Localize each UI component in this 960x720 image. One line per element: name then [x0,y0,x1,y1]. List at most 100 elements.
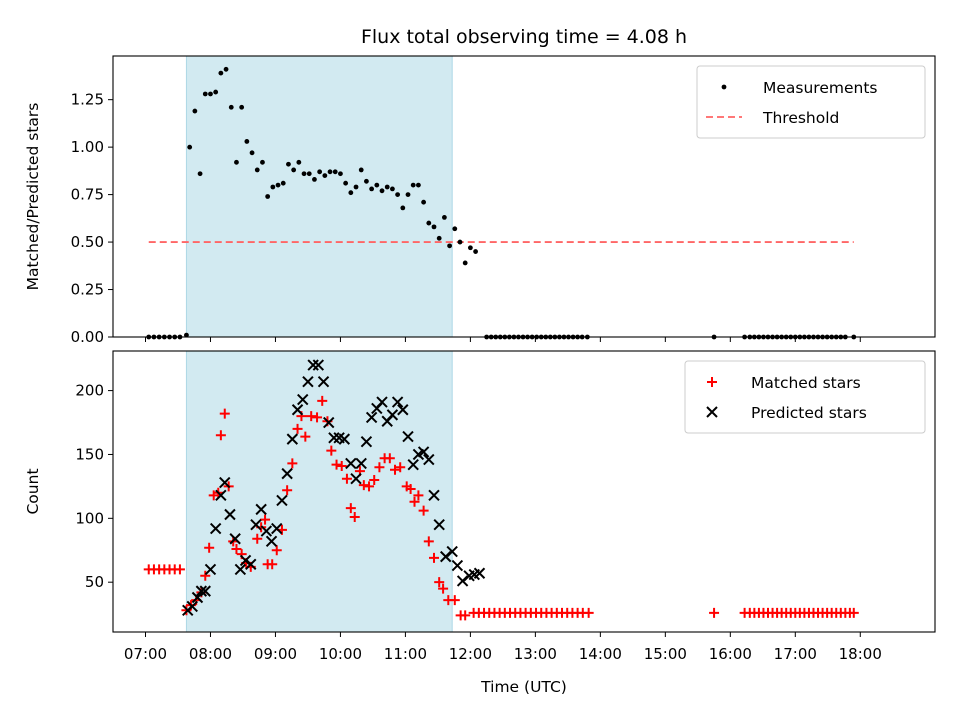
data-point [312,412,323,423]
legend-label: Predicted stars [751,404,867,422]
data-point [848,607,859,618]
data-point [326,445,337,456]
data-point [434,577,445,588]
data-point [433,519,445,531]
data-point [174,564,185,575]
data-point [332,169,338,175]
data-point [195,585,208,597]
data-point [218,70,224,76]
data-point [306,171,312,177]
data-point [297,393,309,406]
data-point [254,167,260,173]
data-point [345,503,356,514]
data-point [390,464,401,475]
data-point [204,563,217,576]
data-point [709,607,720,618]
data-point [327,169,333,175]
data-point [322,173,328,179]
data-point [376,396,388,408]
ratio-legend: Measurements Threshold [696,65,926,139]
data-point [271,522,283,535]
data-point [338,433,351,445]
data-point [292,423,303,434]
data-point [300,431,311,442]
data-point [223,66,229,72]
series-plus [143,395,859,621]
data-point [405,483,416,494]
data-point [467,245,473,251]
observing-window-band [185,55,453,338]
data-point [462,260,468,266]
data-point [187,144,193,150]
x-tick-label: 07:00 [124,645,167,663]
count-y-axis-label: Count [24,468,42,514]
data-point [336,460,347,471]
data-point [423,536,434,547]
data-point [291,167,297,173]
x-tick-label: 15:00 [644,645,687,663]
data-point [358,480,369,491]
data-point [364,178,369,184]
count-points [143,359,859,621]
y-tick-label: 50 [85,573,104,591]
data-point [402,430,414,443]
data-point [276,494,288,507]
y-tick-label: 200 [75,382,104,400]
data-point [384,453,395,464]
ratio-y-axis-label: Matched/Predicted stars [24,103,42,291]
ratio-y-ticks: 0.00 0.25 0.50 0.75 1.00 1.25 [71,91,113,346]
data-point [460,610,471,621]
data-point [473,567,486,579]
data-point [302,375,314,388]
x-tick-label: 13:00 [514,645,557,663]
data-point [431,224,437,230]
data-point [215,489,227,502]
data-point [417,446,430,458]
y-tick-label: 1.00 [71,138,104,156]
data-point [446,545,458,558]
data-point [421,199,427,205]
data-point [245,558,257,571]
count-axes-frame [112,350,936,633]
data-point [409,496,420,507]
legend-swatch [721,84,727,90]
data-point [391,396,404,408]
data-point [286,433,299,445]
data-point [275,182,281,188]
data-point [426,220,432,226]
data-point [400,205,406,211]
data-point [271,545,282,556]
y-tick-label: 0.50 [71,233,104,251]
legend-swatch [706,406,718,418]
y-tick-label: 0.00 [71,328,104,346]
x-tick-label: 12:00 [449,645,492,663]
data-point [343,180,349,186]
data-point [184,332,189,338]
data-point [364,481,375,492]
data-point [473,249,478,254]
data-point [252,533,263,544]
x-tick-label: 10:00 [319,645,362,663]
x-axis-label: Time (UTC) [480,678,567,696]
data-point [200,570,211,581]
data-point [296,159,302,165]
data-point [213,89,219,95]
data-point [438,583,449,594]
x-tick-label: 14:00 [579,645,622,663]
data-point [338,171,343,177]
data-point [317,375,330,388]
x-tick-label: 16:00 [709,645,752,663]
count-y-ticks: 50 100 150 200 [75,382,113,591]
data-point [312,359,325,371]
data-point [260,525,273,537]
data-point [186,600,198,613]
data-point [265,535,278,548]
count-panel: 50 100 150 200 07:00 08:00 09:00 10:00 11:00 12:… [24,350,936,663]
data-point [219,476,231,489]
data-point [374,182,380,188]
legend-label: Threshold [762,109,839,127]
ratio-panel: 0.00 0.25 0.50 0.75 1.00 1.25 Matched/Predict… [24,55,936,346]
data-point [353,184,359,190]
data-point [379,188,385,194]
